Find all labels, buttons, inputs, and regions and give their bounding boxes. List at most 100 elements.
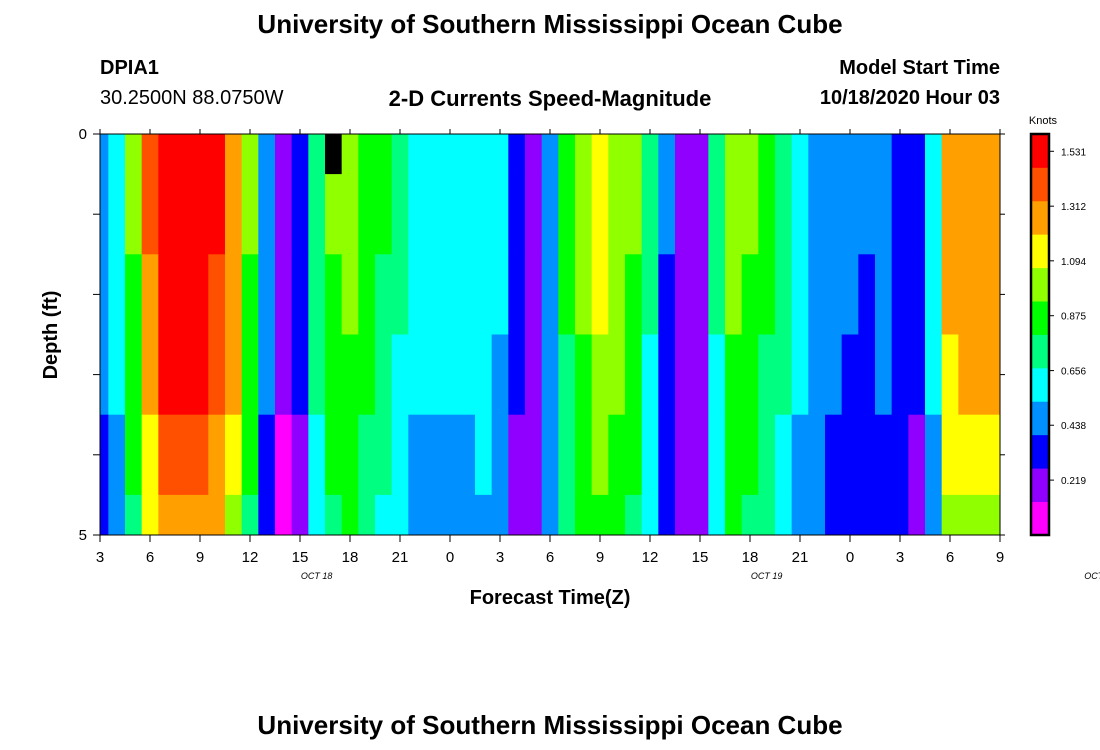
heatmap-cell bbox=[825, 254, 843, 335]
heatmap-cell bbox=[641, 174, 659, 255]
heatmap-cell bbox=[591, 254, 609, 335]
heatmap-cell bbox=[825, 134, 843, 175]
heatmap-cell bbox=[558, 134, 576, 175]
x-tick-label: 3 bbox=[896, 549, 904, 566]
heatmap-cell bbox=[375, 174, 393, 255]
heatmap-cell bbox=[625, 174, 643, 255]
heatmap-cell bbox=[975, 494, 993, 536]
heatmap-cell bbox=[341, 174, 359, 255]
heatmap-cell bbox=[458, 414, 476, 496]
heatmap-cell bbox=[475, 134, 493, 175]
heatmap-cell bbox=[608, 494, 626, 536]
colorbar: 1.531 1.312 1.094 0.875 0.656 0.438 0.219 bbox=[1029, 132, 1086, 537]
heatmap-cell bbox=[525, 414, 543, 496]
heatmap-cell bbox=[275, 134, 293, 175]
heatmap-cell bbox=[508, 174, 526, 255]
heatmap-cell bbox=[208, 254, 226, 335]
heatmap-cell bbox=[958, 414, 976, 496]
heatmap-cell bbox=[941, 494, 959, 536]
heatmap-cell bbox=[825, 174, 843, 255]
heatmap-cell bbox=[941, 414, 959, 496]
heatmap-cell bbox=[808, 494, 826, 536]
heatmap-cell bbox=[258, 254, 276, 335]
colorbar-segment bbox=[1031, 401, 1049, 436]
x-tick-label: 9 bbox=[196, 549, 204, 566]
heatmap-cell bbox=[558, 174, 576, 255]
heatmap-cell bbox=[958, 494, 976, 536]
heatmap-cell bbox=[491, 494, 509, 536]
heatmap-cell bbox=[725, 334, 743, 416]
heatmap-cell bbox=[391, 334, 409, 416]
x-tick-label: 9 bbox=[596, 549, 604, 566]
heatmap-cell bbox=[908, 414, 926, 496]
heatmap-cell bbox=[108, 334, 126, 416]
x-tick-label: 6 bbox=[946, 549, 954, 566]
colorbar-segment bbox=[1031, 167, 1049, 202]
heatmap-cell bbox=[941, 254, 959, 335]
heatmap-cell bbox=[641, 134, 659, 175]
heatmap-cell bbox=[125, 334, 143, 416]
x-tick-label: 21 bbox=[392, 549, 409, 566]
heatmap-cell bbox=[675, 414, 693, 496]
heatmap-cell bbox=[125, 174, 143, 255]
heatmap-cell bbox=[908, 254, 926, 335]
heatmap-cell bbox=[441, 134, 459, 175]
heatmap-cell bbox=[841, 414, 859, 496]
heatmap-cell bbox=[208, 134, 226, 175]
heatmap-cell bbox=[558, 254, 576, 335]
station-coords: 30.2500N 88.0750W bbox=[100, 87, 284, 109]
heatmap-cell bbox=[225, 174, 243, 255]
heatmap-cell bbox=[525, 334, 543, 416]
heatmap-cell bbox=[625, 334, 643, 416]
top-title: University of Southern Mississippi Ocean… bbox=[257, 9, 843, 39]
heatmap-cell bbox=[341, 414, 359, 496]
heatmap-cell bbox=[158, 174, 176, 255]
x-tick-label: 6 bbox=[146, 549, 154, 566]
heatmap-cell bbox=[525, 254, 543, 335]
colorbar-segment bbox=[1031, 200, 1049, 235]
heatmap-cell bbox=[808, 334, 826, 416]
heatmap-cell bbox=[991, 174, 1001, 255]
heatmap-cell bbox=[575, 334, 593, 416]
station-id: DPIA1 bbox=[100, 57, 159, 79]
heatmap-cell bbox=[675, 494, 693, 536]
heatmap-cell bbox=[458, 334, 476, 416]
x-tick-label: 12 bbox=[242, 549, 259, 566]
heatmap-cell bbox=[525, 134, 543, 175]
heatmap-cell bbox=[100, 334, 109, 416]
heatmap-cell bbox=[291, 174, 309, 255]
heatmap-cell bbox=[691, 414, 709, 496]
heatmap-cell bbox=[775, 414, 793, 496]
bottom-title: University of Southern Mississippi Ocean… bbox=[257, 710, 843, 740]
colorbar-segment bbox=[1031, 501, 1049, 536]
heatmap-cell bbox=[875, 334, 893, 416]
heatmap-cell bbox=[558, 414, 576, 496]
heatmap-cell bbox=[658, 134, 676, 175]
heatmap-cell bbox=[575, 254, 593, 335]
model-start-value: 10/18/2020 Hour 03 bbox=[819, 87, 1000, 109]
heatmap-cells bbox=[100, 134, 1001, 536]
colorbar-segment bbox=[1031, 234, 1049, 269]
heatmap-cell bbox=[108, 494, 126, 536]
heatmap-cell bbox=[308, 174, 326, 255]
x-tick-label: 3 bbox=[496, 549, 504, 566]
heatmap-cell bbox=[908, 334, 926, 416]
heatmap-cell bbox=[791, 174, 809, 255]
heatmap-cell bbox=[241, 134, 259, 175]
heatmap-cell bbox=[275, 494, 293, 536]
x-tick-label: 21 bbox=[792, 549, 809, 566]
heatmap-cell bbox=[341, 134, 359, 175]
heatmap-cell bbox=[925, 414, 943, 496]
heatmap-cell bbox=[791, 494, 809, 536]
x-tick-label: 0 bbox=[846, 549, 854, 566]
heatmap-cell bbox=[708, 334, 726, 416]
heatmap-cell bbox=[358, 334, 376, 416]
heatmap-cell bbox=[975, 174, 993, 255]
heatmap-cell bbox=[408, 334, 426, 416]
y-tick-label: 5 bbox=[79, 527, 87, 544]
heatmap-cell bbox=[891, 334, 909, 416]
heatmap-cell bbox=[991, 134, 1001, 175]
heatmap-cell bbox=[975, 334, 993, 416]
heatmap-cell bbox=[191, 414, 209, 496]
heatmap-cell bbox=[841, 174, 859, 255]
